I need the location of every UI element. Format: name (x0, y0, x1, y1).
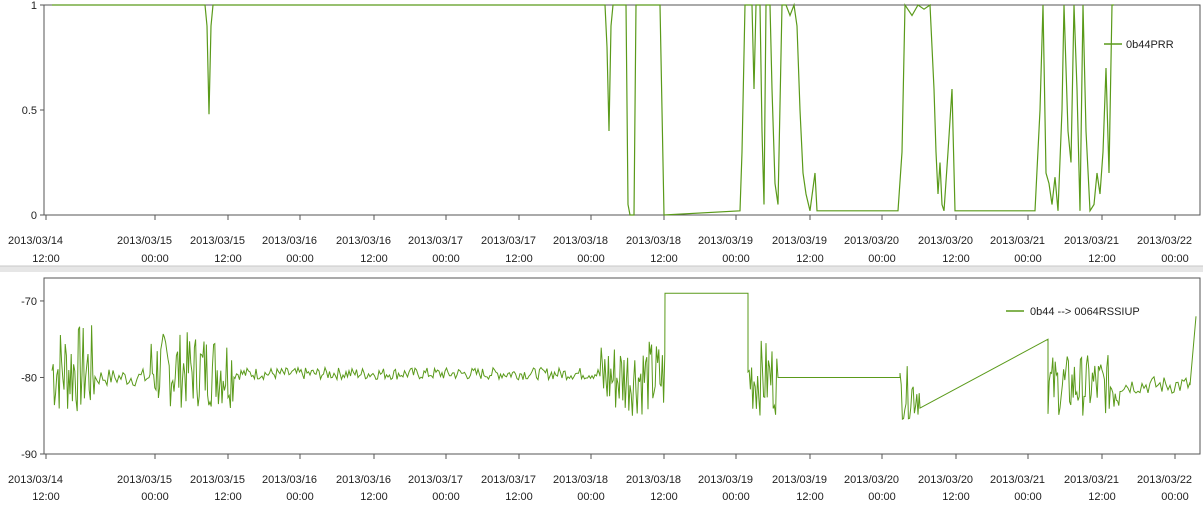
bottom-xtick-date: 2013/03/17 (481, 474, 536, 486)
bottom-chart: -90 -80 -70 2013/03/14 12:00 2013/03/15 00:00… (8, 277, 1201, 503)
bottom-xtick-date: 2013/03/15 (117, 474, 172, 486)
top-legend-label: 0b44PRR (1126, 39, 1174, 51)
bottom-xtick-date: 2013/03/18 (553, 474, 608, 486)
bottom-legend-label: 0b44 --> 0064RSSIUP (1030, 306, 1140, 318)
top-xtick-time: 12:00 (796, 253, 824, 265)
top-chart: 00.51 2013/03/1412:002013/03/1500:002013… (8, 0, 1201, 265)
top-xtick-time: 12:00 (214, 253, 242, 265)
bottom-legend: 0b44 --> 0064RSSIUP (1006, 306, 1140, 318)
bottom-ytick-label: -70 (21, 296, 37, 308)
top-xtick-date: 2013/03/19 (772, 235, 827, 247)
top-xtick-date: 2013/03/16 (262, 235, 317, 247)
bottom-ytick-label: -90 (21, 449, 37, 461)
bottom-xtick-time: 12:00 (32, 491, 60, 503)
bottom-xtick-time: 00:00 (286, 491, 314, 503)
bottom-xtick-date: 2013/03/17 (408, 474, 463, 486)
bottom-xtick-time: 00:00 (141, 491, 169, 503)
bottom-xtick-date: 2013/03/20 (918, 474, 973, 486)
top-xtick-time: 00:00 (1161, 253, 1189, 265)
top-xtick-time: 00:00 (868, 253, 896, 265)
top-xtick-date: 2013/03/17 (408, 235, 463, 247)
top-xtick-date: 2013/03/18 (553, 235, 608, 247)
top-x-axis: 2013/03/14 12:00 2013/03/15 00:00 2013/03/15… (8, 215, 1192, 265)
bottom-y-axis: -90 -80 -70 (21, 296, 44, 461)
top-xtick-time: 00:00 (141, 253, 169, 265)
top-xtick-time: 00:00 (1014, 253, 1042, 265)
bottom-xtick-date: 2013/03/20 (844, 474, 899, 486)
series-line-0b44PRR (52, 2, 1114, 216)
top-xtick-time: 00:00 (286, 253, 314, 265)
bottom-xtick-time: 00:00 (722, 491, 750, 503)
top-xtick-time: 00:00 (577, 253, 605, 265)
top-xtick-time: 00:00 (722, 253, 750, 265)
bottom-xtick-date: 2013/03/22 (1137, 474, 1192, 486)
top-series-layer (52, 2, 1114, 216)
bottom-xtick-time: 12:00 (796, 491, 824, 503)
top-legend: 0b44PRR (1104, 39, 1174, 51)
top-ytick-label: 0 (31, 210, 37, 222)
top-xtick-date: 2013/03/15 (190, 235, 245, 247)
bottom-xtick-time: 12:00 (505, 491, 533, 503)
top-plot-frame (43, 4, 1201, 216)
top-xtick-date: 2013/03/19 (698, 235, 753, 247)
bottom-xtick-date: 2013/03/21 (1064, 474, 1119, 486)
top-xtick-date: 2013/03/17 (481, 235, 536, 247)
top-xtick-time: 12:00 (942, 253, 970, 265)
bottom-xtick-date: 2013/03/21 (990, 474, 1045, 486)
top-ytick-label: 1 (31, 0, 37, 12)
bottom-xtick-time: 12:00 (650, 491, 678, 503)
top-xtick-time: 12:00 (32, 253, 60, 265)
bottom-xtick-date: 2013/03/18 (626, 474, 681, 486)
top-xtick-date: 2013/03/15 (117, 235, 172, 247)
top-xtick-date: 2013/03/20 (844, 235, 899, 247)
bottom-series-layer (51, 292, 1197, 420)
top-ytick-label: 0.5 (22, 105, 37, 117)
top-xtick-date: 2013/03/21 (1064, 235, 1119, 247)
bottom-xtick-time: 00:00 (868, 491, 896, 503)
top-xtick-date: 2013/03/18 (626, 235, 681, 247)
bottom-xtick-time: 12:00 (942, 491, 970, 503)
bottom-xtick-date: 2013/03/15 (190, 474, 245, 486)
bottom-xtick-date: 2013/03/19 (698, 474, 753, 486)
top-xtick-time: 00:00 (432, 253, 460, 265)
bottom-xtick-date: 2013/03/16 (336, 474, 391, 486)
top-xtick-date: 2013/03/16 (336, 235, 391, 247)
bottom-xtick-date: 2013/03/19 (772, 474, 827, 486)
bottom-x-axis: 2013/03/14 12:00 2013/03/15 00:00 2013/03/15… (8, 454, 1192, 503)
bottom-xtick-date: 2013/03/14 (8, 474, 63, 486)
bottom-xtick-time: 00:00 (577, 491, 605, 503)
series-line-0b44-0064RSSIUP (51, 292, 1197, 420)
top-xtick-date: 2013/03/20 (918, 235, 973, 247)
bottom-xtick-time: 00:00 (1014, 491, 1042, 503)
top-xtick-time: 12:00 (360, 253, 388, 265)
bottom-xtick-date: 2013/03/16 (262, 474, 317, 486)
bottom-xtick-time: 12:00 (214, 491, 242, 503)
top-xtick-time: 12:00 (1088, 253, 1116, 265)
top-xtick-date: 2013/03/14 (8, 235, 63, 247)
chart-divider (0, 266, 1203, 272)
bottom-xtick-time: 00:00 (1161, 491, 1189, 503)
top-xtick-time: 12:00 (505, 253, 533, 265)
bottom-plot-frame (43, 277, 1201, 455)
bottom-xtick-time: 12:00 (360, 491, 388, 503)
top-xtick-time: 12:00 (650, 253, 678, 265)
bottom-ytick-label: -80 (21, 372, 37, 384)
top-y-axis: 00.51 (22, 0, 44, 222)
top-xtick-date: 2013/03/22 (1137, 235, 1192, 247)
bottom-xtick-time: 12:00 (1088, 491, 1116, 503)
top-xtick-date: 2013/03/21 (990, 235, 1045, 247)
bottom-xtick-time: 00:00 (432, 491, 460, 503)
